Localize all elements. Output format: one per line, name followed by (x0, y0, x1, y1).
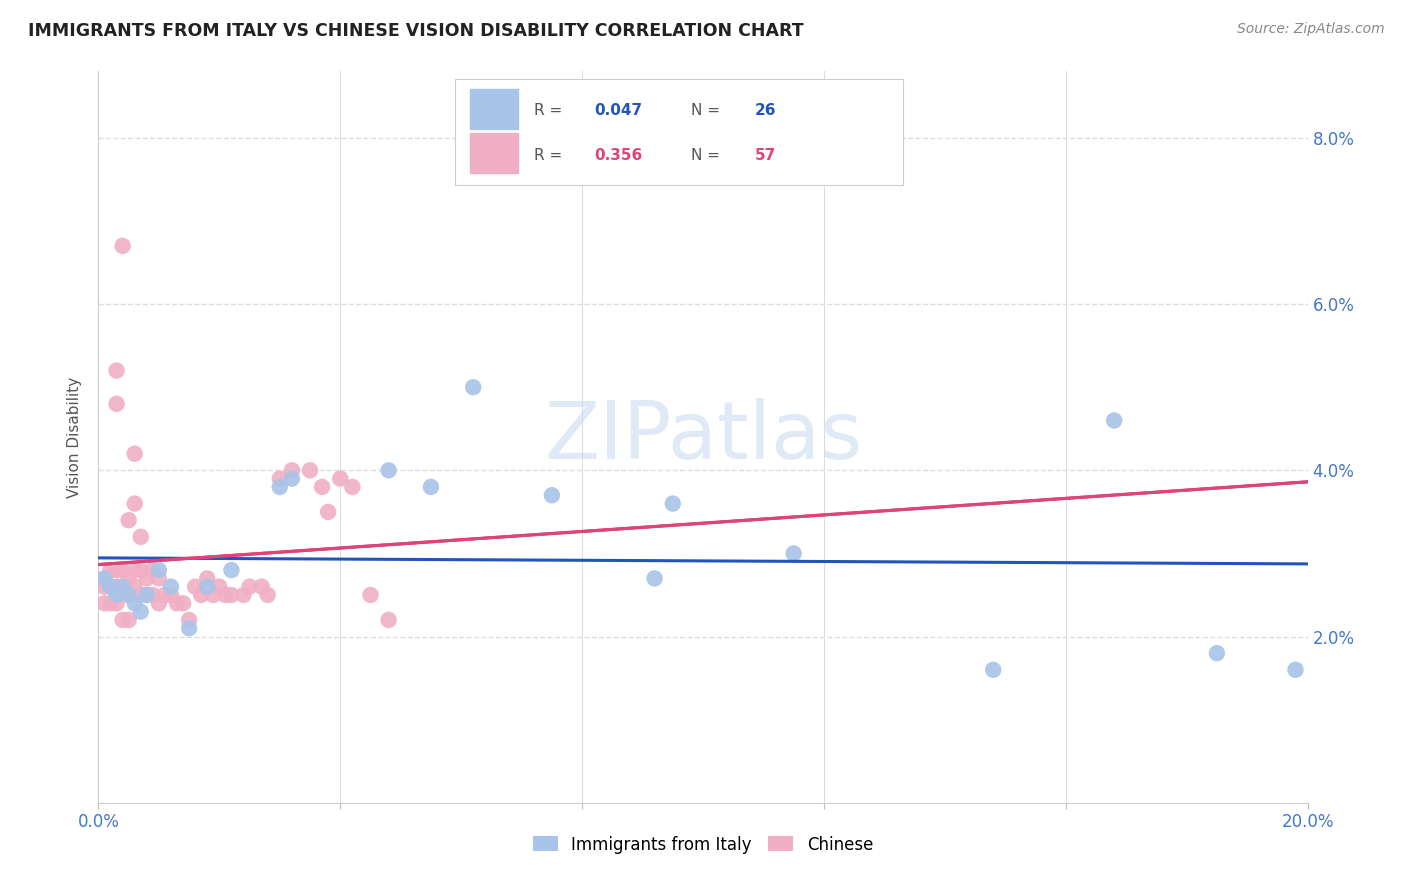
Point (93, 571, 115, 585)
Point (463, 380, 485, 394)
Point (232, 588, 254, 602)
Point (135, 571, 157, 585)
Point (281, 463, 304, 477)
Bar (470, 88, 517, 128)
Point (111, 580, 134, 594)
Point (105, 596, 128, 610)
Point (195, 571, 218, 585)
Point (100, 580, 122, 594)
Point (377, 613, 399, 627)
Point (93, 580, 115, 594)
Bar (470, 133, 517, 173)
Point (981, 663, 1004, 677)
Point (111, 563, 134, 577)
Point (100, 563, 122, 577)
Point (105, 397, 128, 411)
Point (118, 588, 141, 602)
Point (179, 621, 201, 635)
Text: R =: R = (534, 147, 567, 162)
Point (540, 488, 562, 502)
Point (118, 513, 141, 527)
Point (111, 239, 134, 253)
Point (160, 588, 183, 602)
Text: Source: ZipAtlas.com: Source: ZipAtlas.com (1237, 22, 1385, 37)
Point (111, 613, 134, 627)
Point (118, 613, 141, 627)
Point (105, 588, 128, 602)
Point (148, 571, 170, 585)
Point (179, 613, 201, 627)
Point (644, 571, 666, 585)
Point (105, 363, 128, 377)
Text: 57: 57 (755, 147, 776, 162)
Point (148, 596, 170, 610)
Point (100, 596, 122, 610)
Point (124, 596, 146, 610)
Point (153, 588, 176, 602)
Point (93, 571, 115, 585)
Point (124, 563, 146, 577)
Point (783, 546, 806, 560)
Point (661, 497, 683, 511)
Point (142, 588, 165, 602)
Point (148, 563, 170, 577)
Point (100, 580, 122, 594)
Point (316, 505, 339, 519)
Point (1102, 413, 1125, 427)
Point (221, 563, 243, 577)
Text: IMMIGRANTS FROM ITALY VS CHINESE VISION DISABILITY CORRELATION CHART: IMMIGRANTS FROM ITALY VS CHINESE VISION … (28, 22, 804, 40)
Point (329, 472, 352, 486)
Point (202, 588, 225, 602)
Point (124, 580, 146, 594)
Point (118, 588, 141, 602)
Point (221, 588, 243, 602)
Point (124, 447, 146, 461)
Point (214, 588, 236, 602)
Text: R =: R = (534, 103, 567, 118)
Point (118, 571, 141, 585)
Point (269, 472, 291, 486)
Point (111, 580, 134, 594)
Point (129, 605, 152, 619)
FancyBboxPatch shape (456, 78, 903, 185)
Point (142, 563, 165, 577)
Point (184, 580, 207, 594)
Point (281, 472, 304, 486)
Point (135, 588, 157, 602)
Point (342, 480, 364, 494)
Text: 26: 26 (755, 103, 776, 118)
Point (166, 596, 188, 610)
Point (299, 463, 322, 477)
Point (190, 588, 212, 602)
Point (1284, 663, 1306, 677)
Text: 0.356: 0.356 (595, 147, 643, 162)
Point (195, 580, 218, 594)
Text: ZIPatlas: ZIPatlas (544, 398, 862, 476)
Point (256, 588, 278, 602)
Point (311, 480, 333, 494)
Point (420, 480, 443, 494)
Point (208, 580, 231, 594)
Y-axis label: Vision Disability: Vision Disability (67, 376, 83, 498)
Point (129, 563, 152, 577)
Text: N =: N = (690, 147, 724, 162)
Point (93, 596, 115, 610)
Point (1206, 646, 1229, 660)
Point (129, 588, 152, 602)
Point (135, 588, 157, 602)
Point (269, 480, 291, 494)
Point (360, 588, 382, 602)
Point (105, 580, 128, 594)
Text: 0.047: 0.047 (595, 103, 643, 118)
Point (250, 580, 273, 594)
Point (377, 463, 399, 477)
Point (124, 497, 146, 511)
Legend: Immigrants from Italy, Chinese: Immigrants from Italy, Chinese (526, 829, 880, 860)
Point (172, 596, 194, 610)
Point (239, 580, 262, 594)
Point (105, 563, 128, 577)
Text: N =: N = (690, 103, 724, 118)
Point (129, 530, 152, 544)
Point (160, 580, 183, 594)
